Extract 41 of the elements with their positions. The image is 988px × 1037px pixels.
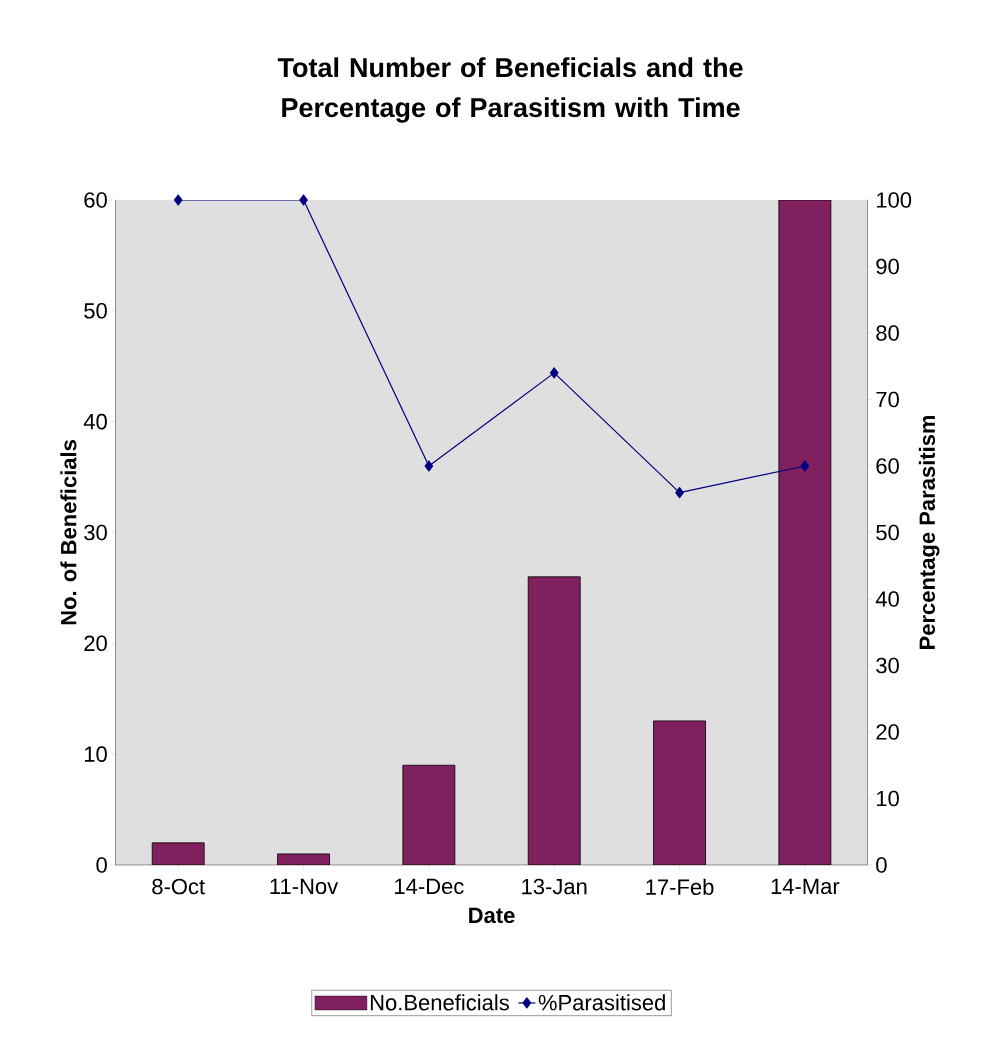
point: [299, 194, 309, 206]
y-axis-title: No. of Beneficials: [60, 440, 77, 625]
y2-tick-label: 100: [877, 192, 912, 208]
chart-title: Total Number of Beneficials and the Percentage of Parasitism with Time: [278, 57, 743, 123]
point: [675, 486, 685, 499]
x-tick-label: 8-Oct: [152, 878, 206, 895]
bar: [152, 842, 205, 865]
y2-tick-label: 20: [876, 724, 900, 740]
y-tick-label: 20: [84, 635, 108, 652]
bar: [653, 720, 707, 865]
x-tick-label: 11-Nov: [270, 878, 339, 895]
y2-tick-label: 50: [876, 524, 900, 541]
legend-label: %Parasitised: [538, 994, 666, 1011]
y2-tick-label: 80: [876, 325, 900, 341]
y2-tick-label: 30: [876, 657, 900, 674]
y2-tick-label: 0: [876, 857, 887, 873]
y2-tick-label: 70: [876, 391, 900, 408]
x-tick-label: 14-Dec: [395, 878, 464, 895]
y2-axis-title: Percentage Parasitism: [919, 415, 940, 650]
y-tick-label: 40: [84, 413, 108, 430]
y2-tick-label: 10: [877, 790, 900, 807]
bar: [778, 199, 832, 865]
y-tick-label: 10: [85, 746, 108, 762]
bar: [528, 576, 581, 865]
x-axis-title: Date: [469, 907, 515, 924]
point: [550, 367, 559, 379]
x-tick-label: 13-Jan: [522, 878, 587, 895]
y-tick-label: 0: [96, 857, 108, 873]
y2-tick-label: 40: [876, 591, 900, 607]
bar: [402, 764, 456, 865]
point: [424, 460, 434, 472]
point: [174, 194, 183, 206]
x-tick-label: 17-Feb: [646, 878, 714, 895]
y2-tick-label: 90: [876, 258, 900, 275]
point: [800, 460, 810, 472]
y-tick-label: 60: [84, 192, 108, 208]
x-tick-label: 14-Mar: [771, 878, 840, 895]
y-tick-label: 30: [84, 524, 108, 541]
legend-label: No.Beneficials: [371, 994, 510, 1011]
y2-tick-label: 60: [876, 458, 900, 474]
y-tick-label: 50: [84, 303, 108, 319]
